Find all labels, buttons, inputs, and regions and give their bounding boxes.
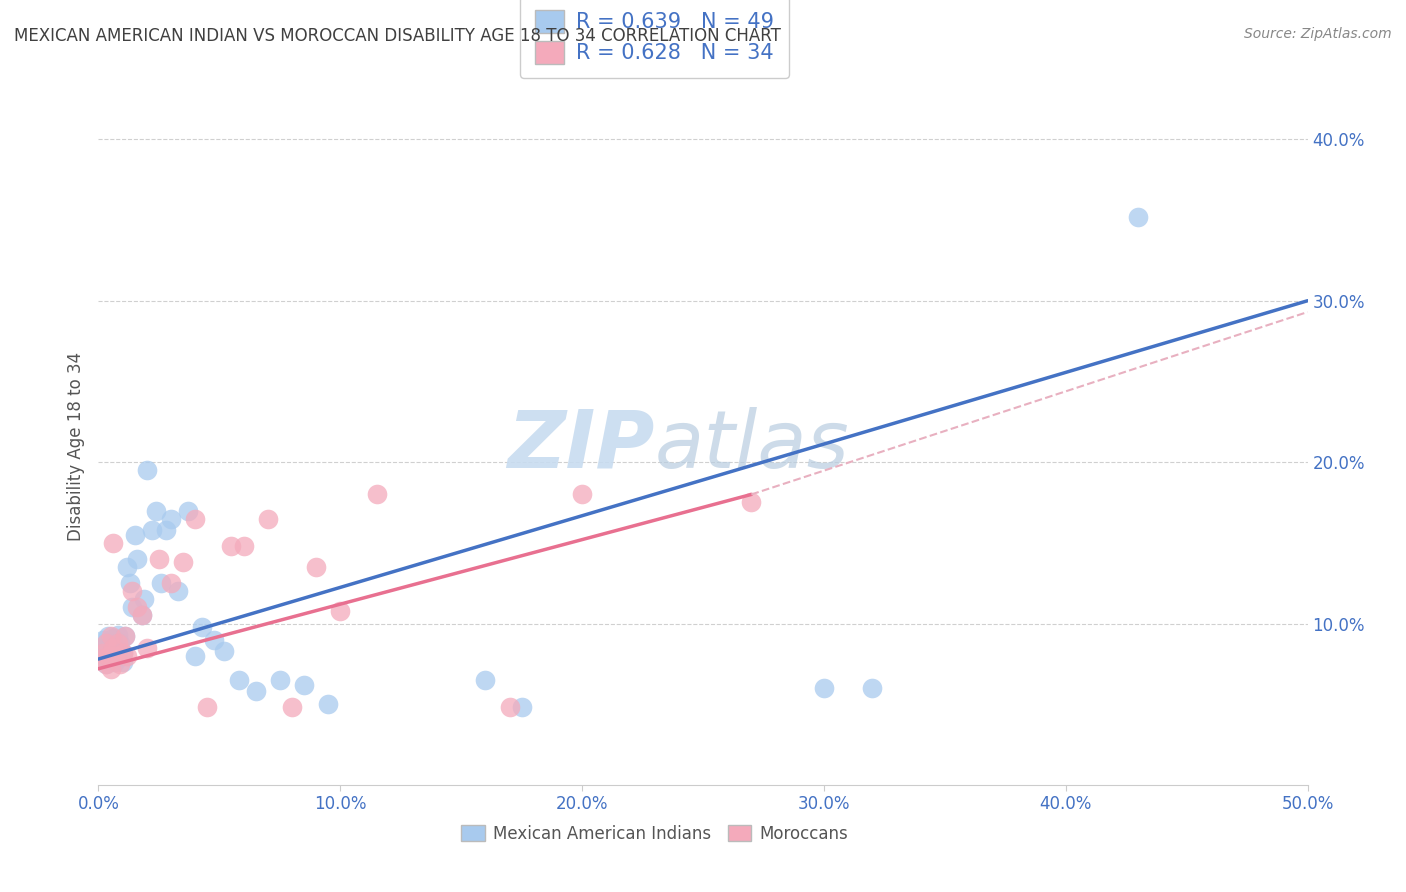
Point <box>145 503 167 517</box>
Point <box>135 640 157 655</box>
Point <box>108 636 131 650</box>
Point <box>124 528 146 542</box>
Point <box>127 552 149 566</box>
Point <box>245 684 267 698</box>
Point <box>150 576 173 591</box>
Point <box>108 657 131 671</box>
Point <box>135 463 157 477</box>
Point <box>498 700 520 714</box>
Point <box>212 644 235 658</box>
Point <box>114 630 136 644</box>
Point <box>97 630 120 644</box>
Point <box>148 552 170 566</box>
Point <box>474 673 496 687</box>
Point <box>111 646 134 660</box>
Point <box>204 632 226 647</box>
Point <box>104 640 127 655</box>
Text: ZIP: ZIP <box>508 407 655 485</box>
Point <box>232 539 254 553</box>
Text: MEXICAN AMERICAN INDIAN VS MOROCCAN DISABILITY AGE 18 TO 34 CORRELATION CHART: MEXICAN AMERICAN INDIAN VS MOROCCAN DISA… <box>14 27 780 45</box>
Point <box>571 487 593 501</box>
Point <box>191 620 214 634</box>
Point <box>97 644 120 658</box>
Point <box>107 636 129 650</box>
Point <box>172 555 194 569</box>
Point <box>117 648 139 663</box>
Point <box>131 608 153 623</box>
Point <box>195 700 218 714</box>
Point <box>90 652 112 666</box>
Point <box>107 648 129 663</box>
Point <box>114 630 136 644</box>
Point <box>108 650 131 665</box>
Point <box>160 576 183 591</box>
Point <box>167 584 190 599</box>
Point <box>101 640 124 655</box>
Point <box>91 646 114 660</box>
Text: atlas: atlas <box>655 407 849 485</box>
Point <box>94 657 117 671</box>
Point <box>100 662 122 676</box>
Point <box>228 673 250 687</box>
Point <box>100 638 122 652</box>
Point <box>160 511 183 525</box>
Point <box>292 678 315 692</box>
Legend: Mexican American Indians, Moroccans: Mexican American Indians, Moroccans <box>453 816 856 851</box>
Point <box>366 487 388 501</box>
Point <box>121 584 143 599</box>
Point <box>127 600 149 615</box>
Point <box>94 657 117 671</box>
Point <box>91 632 114 647</box>
Point <box>184 511 207 525</box>
Point <box>141 523 163 537</box>
Point <box>104 655 127 669</box>
Point <box>94 636 117 650</box>
Point <box>316 698 339 712</box>
Point <box>860 681 883 695</box>
Point <box>1128 210 1150 224</box>
Point <box>97 648 120 663</box>
Point <box>101 631 124 645</box>
Point <box>100 630 122 644</box>
Y-axis label: Disability Age 18 to 34: Disability Age 18 to 34 <box>66 351 84 541</box>
Point <box>510 700 533 714</box>
Point <box>121 600 143 615</box>
Point <box>281 700 304 714</box>
Point <box>134 592 156 607</box>
Point <box>101 646 124 660</box>
Point <box>131 608 153 623</box>
Point <box>118 576 141 591</box>
Point <box>111 655 134 669</box>
Point <box>94 636 117 650</box>
Point <box>107 628 129 642</box>
Point <box>221 539 243 553</box>
Point <box>104 648 127 663</box>
Point <box>155 523 177 537</box>
Point <box>91 648 114 663</box>
Point <box>269 673 291 687</box>
Point <box>177 503 200 517</box>
Point <box>111 646 134 660</box>
Text: Source: ZipAtlas.com: Source: ZipAtlas.com <box>1244 27 1392 41</box>
Point <box>184 648 207 663</box>
Point <box>740 495 762 509</box>
Point <box>305 560 328 574</box>
Point <box>329 604 352 618</box>
Point <box>90 640 112 655</box>
Point <box>813 681 835 695</box>
Point <box>117 560 139 574</box>
Point <box>101 536 124 550</box>
Point <box>100 652 122 666</box>
Point <box>256 511 278 525</box>
